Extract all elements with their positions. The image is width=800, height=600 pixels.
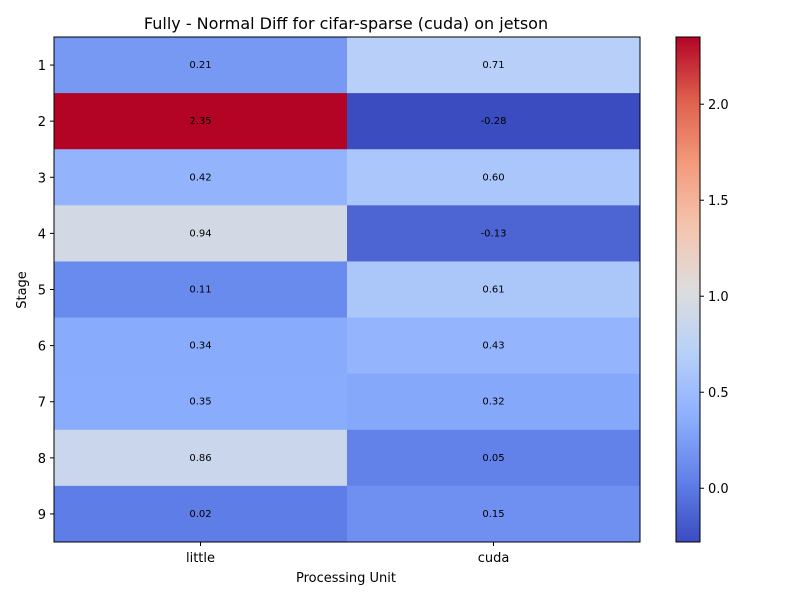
cell-value-label: 0.60: [482, 172, 504, 183]
heatmap-cell: [347, 261, 641, 319]
heatmap-cells: 0.21 0.71 2.35 -0.28 0.42 0.60 0.94 -0.13 0.11 0.…: [54, 37, 641, 543]
y-tick-label: 1: [38, 59, 46, 74]
cell-value-label: 0.43: [482, 341, 504, 352]
heatmap-cell: [347, 37, 641, 94]
heatmap-cell: [347, 93, 641, 150]
cell-value-label: 0.42: [189, 172, 211, 183]
heatmap-cell: [347, 317, 641, 375]
heatmap-cell: [347, 205, 641, 262]
heatmap-cell: [347, 485, 641, 543]
heatmap-cell: [347, 373, 641, 431]
cell-value-label: 0.15: [482, 509, 504, 520]
heatmap-cell: [54, 205, 348, 262]
cell-value-label: 0.11: [189, 285, 211, 296]
y-tick-label: 2: [38, 115, 46, 130]
cell-value-label: 0.61: [482, 285, 504, 296]
heatmap-cell: [54, 485, 348, 543]
heatmap-cell: [54, 149, 348, 206]
y-axis-label: Stage: [15, 271, 30, 309]
heatmap-cell: [54, 261, 348, 319]
colorbar-tick-label: 1.5: [708, 194, 729, 209]
heatmap-cell: [54, 429, 348, 487]
heatmap-cell: [54, 317, 348, 375]
colorbar-tick-label: 2.0: [708, 98, 729, 113]
heatmap-cell: [347, 149, 641, 206]
x-tick-label: little: [186, 551, 215, 566]
y-tick-label: 5: [38, 284, 46, 299]
colorbar: [675, 36, 701, 543]
cell-value-label: 2.35: [189, 116, 211, 127]
x-axis-label: Processing Unit: [296, 571, 396, 586]
heatmap-cell: [54, 37, 348, 94]
cell-value-label: 0.71: [482, 60, 504, 71]
cell-value-label: 0.35: [189, 397, 211, 408]
cell-value-label: 0.21: [189, 60, 211, 71]
cell-value-label: -0.13: [481, 228, 507, 239]
y-tick-label: 9: [38, 508, 46, 523]
x-axis-ticks: little cuda: [186, 542, 509, 566]
cell-value-label: 0.34: [189, 341, 211, 352]
y-tick-label: 7: [38, 396, 46, 411]
cell-value-label: 0.32: [482, 397, 504, 408]
colorbar-tick-label: 0.5: [708, 386, 729, 401]
y-tick-label: 8: [38, 452, 46, 467]
colorbar-ticks: 0.0 0.5 1.0 1.5 2.0: [700, 98, 729, 497]
cell-value-label: 0.05: [482, 453, 504, 464]
colorbar-tick-label: 1.0: [708, 290, 729, 305]
heatmap-cell: [347, 429, 641, 487]
chart-title: Fully - Normal Diff for cifar-sparse (cu…: [144, 14, 548, 33]
heatmap-cell: [54, 373, 348, 431]
cell-value-label: 0.94: [189, 228, 211, 239]
cell-value-label: 0.86: [189, 453, 211, 464]
y-tick-label: 4: [38, 227, 46, 242]
x-tick-label: cuda: [478, 551, 510, 566]
y-axis-ticks: 1 2 3 4 5 6 7 8 9: [38, 59, 54, 523]
cell-value-label: -0.28: [481, 116, 507, 127]
cell-value-label: 0.02: [189, 509, 211, 520]
y-tick-label: 3: [38, 171, 46, 186]
y-tick-label: 6: [38, 340, 46, 355]
heatmap-cell: [54, 93, 348, 150]
colorbar-tick-label: 0.0: [708, 482, 729, 497]
